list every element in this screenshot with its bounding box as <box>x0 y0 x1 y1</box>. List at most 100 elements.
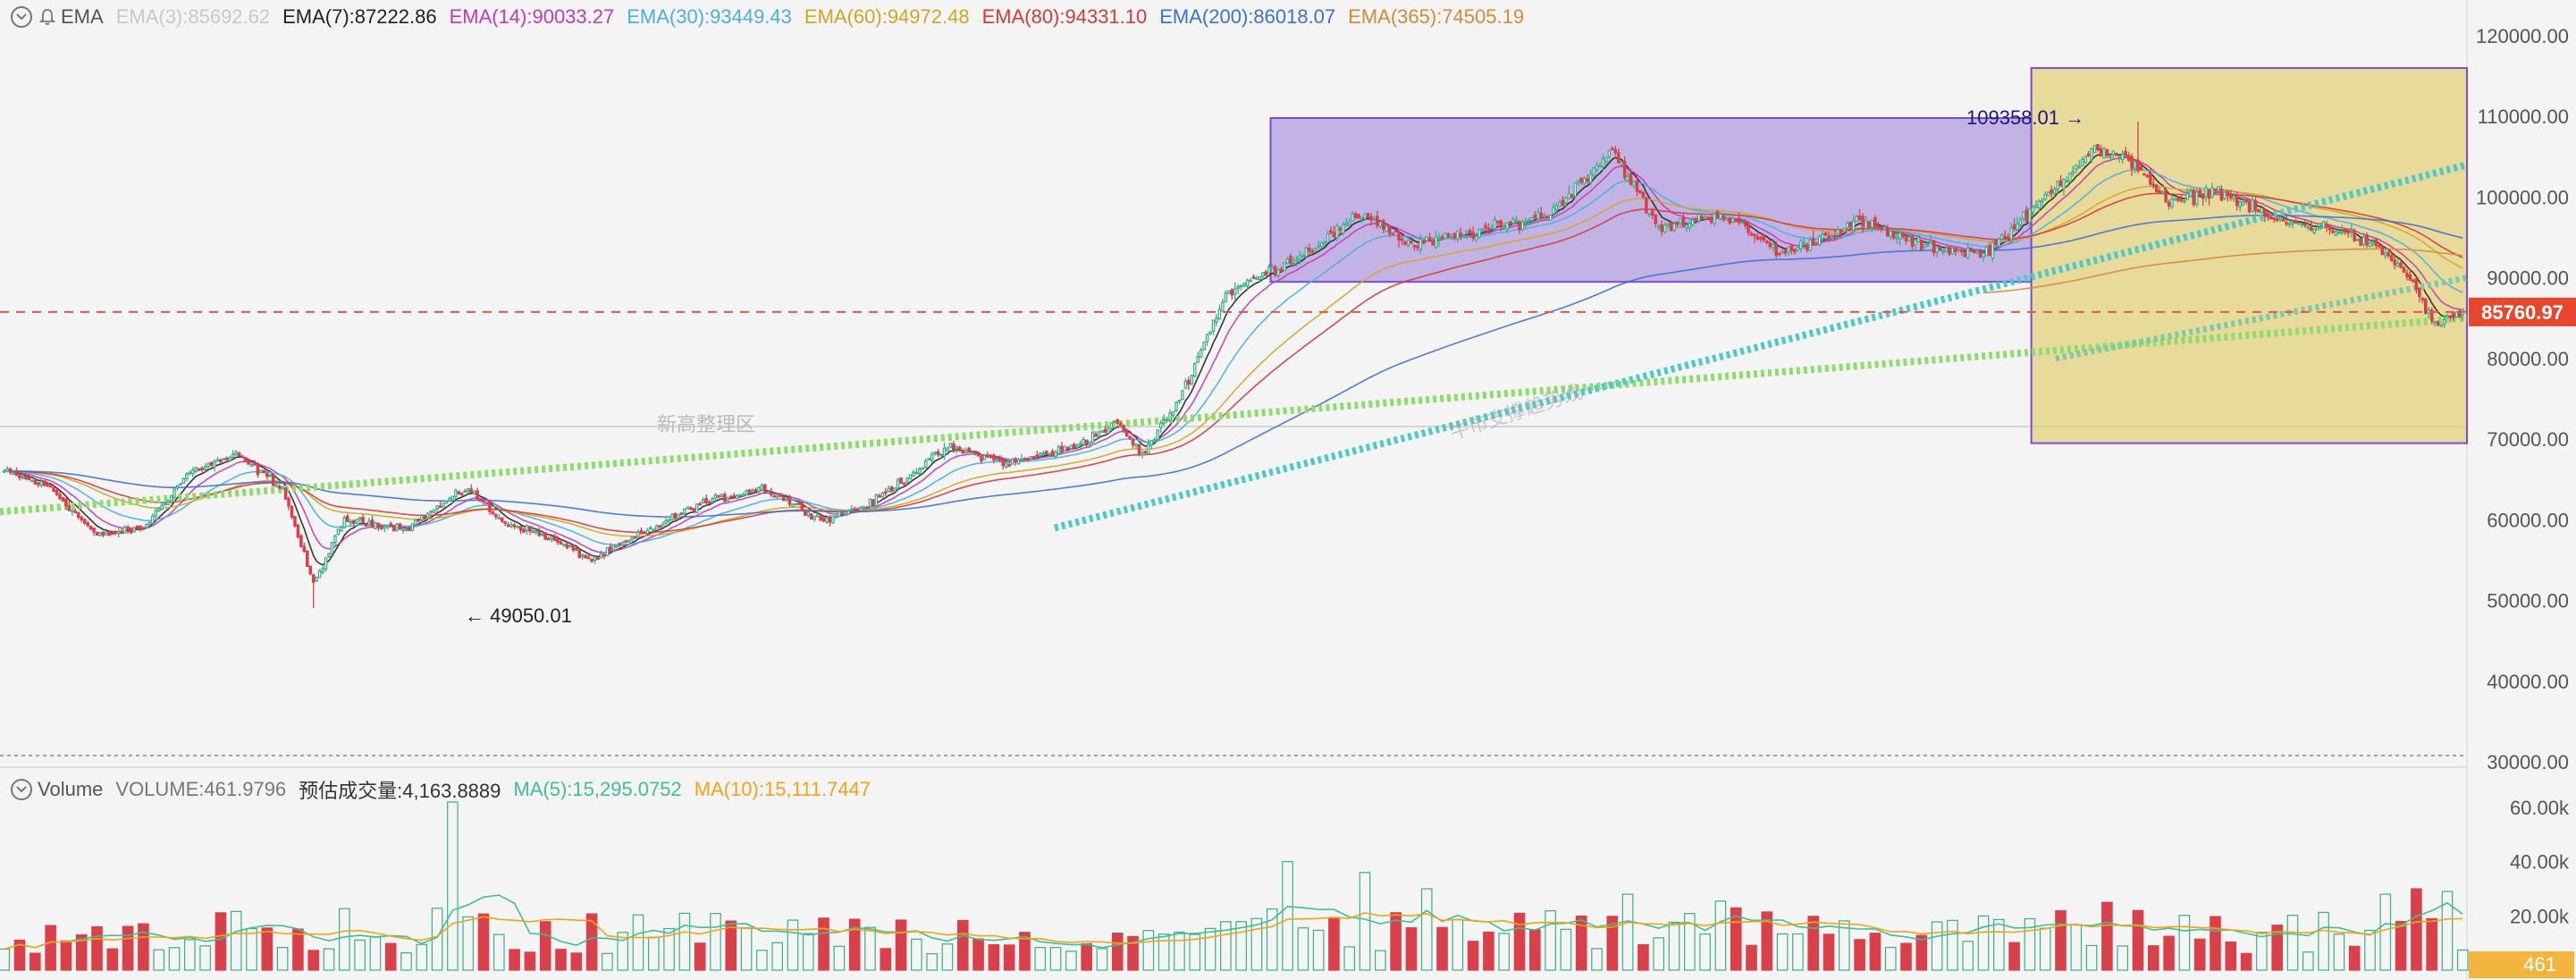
candle-body[interactable] <box>1233 288 1237 295</box>
candle-body[interactable] <box>1326 233 1330 243</box>
volume-indicator-name[interactable]: Volume <box>38 778 104 800</box>
candle-body[interactable] <box>2109 156 2112 158</box>
candle-body[interactable] <box>812 516 816 520</box>
candle-body[interactable] <box>1056 446 1061 455</box>
projection-zone-box[interactable] <box>2030 67 2469 444</box>
candle-body[interactable] <box>2022 211 2025 219</box>
candle-body[interactable] <box>821 517 826 522</box>
candle-body[interactable] <box>605 546 610 557</box>
candle-body[interactable] <box>1264 271 1268 275</box>
candle-body[interactable] <box>2315 226 2319 231</box>
candle-body[interactable] <box>203 466 207 470</box>
candle-body[interactable] <box>105 531 108 536</box>
candle-body[interactable] <box>460 493 464 496</box>
candle-body[interactable] <box>1239 284 1243 288</box>
candle-body[interactable] <box>1205 334 1209 342</box>
candle-body[interactable] <box>163 503 167 506</box>
candle-body[interactable] <box>1032 456 1036 459</box>
candle-body[interactable] <box>1988 244 1991 257</box>
candle-body[interactable] <box>649 527 652 530</box>
candle-body[interactable] <box>1999 234 2004 240</box>
candle-body[interactable] <box>2368 242 2372 248</box>
candle-body[interactable] <box>1400 238 1404 241</box>
candle-body[interactable] <box>2062 179 2066 190</box>
candle-body[interactable] <box>1313 248 1317 252</box>
candle-body[interactable] <box>48 485 53 488</box>
trendline-green-long[interactable] <box>0 314 2468 516</box>
candle-body[interactable] <box>2402 266 2406 274</box>
candle-body[interactable] <box>391 524 396 532</box>
candle-body[interactable] <box>2272 217 2276 220</box>
candle-body[interactable] <box>1728 217 1732 224</box>
candle-body[interactable] <box>806 511 811 516</box>
candle-body[interactable] <box>2285 222 2288 225</box>
candle-body[interactable] <box>1861 215 1865 227</box>
candle-body[interactable] <box>1141 452 1144 456</box>
candle-body[interactable] <box>8 468 13 473</box>
candle-body[interactable] <box>905 477 909 484</box>
candle-body[interactable] <box>1638 190 1642 194</box>
candle-body[interactable] <box>1097 431 1101 437</box>
volume-bar[interactable] <box>416 943 428 971</box>
candle-body[interactable] <box>2412 279 2415 283</box>
candle-body[interactable] <box>120 530 123 535</box>
candle-body[interactable] <box>2266 213 2270 217</box>
candle-body[interactable] <box>2251 199 2254 212</box>
candle-body[interactable] <box>1901 232 1905 238</box>
candle-body[interactable] <box>1975 249 1979 253</box>
volume-bar[interactable] <box>1513 912 1526 971</box>
candle-body[interactable] <box>1799 240 1803 249</box>
volume-bar[interactable] <box>524 951 536 971</box>
candle-body[interactable] <box>2291 222 2294 224</box>
candle-body[interactable] <box>2399 262 2403 268</box>
candle-body[interactable] <box>1873 217 1877 227</box>
candle-body[interactable] <box>2454 311 2459 318</box>
candle-body[interactable] <box>2018 219 2023 225</box>
candle-body[interactable] <box>2223 191 2227 199</box>
candle-body[interactable] <box>1397 231 1401 241</box>
candle-body[interactable] <box>2346 231 2351 233</box>
candle-body[interactable] <box>893 487 897 492</box>
candle-body[interactable] <box>401 528 405 531</box>
volume-bar[interactable] <box>1869 933 1881 971</box>
candle-body[interactable] <box>874 494 879 507</box>
candle-body[interactable] <box>1165 418 1169 422</box>
candle-body[interactable] <box>265 472 269 477</box>
candle-body[interactable] <box>745 490 748 495</box>
volume-bar[interactable] <box>1266 908 1278 971</box>
candle-body[interactable] <box>1387 226 1392 234</box>
candle-body[interactable] <box>395 523 399 531</box>
candle-body[interactable] <box>1719 213 1722 220</box>
candle-body[interactable] <box>618 543 622 546</box>
candle-body[interactable] <box>249 463 254 467</box>
candle-body[interactable] <box>1158 422 1163 429</box>
candle-body[interactable] <box>1771 243 1775 249</box>
volume-bar[interactable] <box>1776 933 1789 971</box>
volume-bar[interactable] <box>2379 893 2392 971</box>
volume-bar[interactable] <box>555 949 567 971</box>
candle-body[interactable] <box>306 550 309 568</box>
candle-body[interactable] <box>1713 213 1716 224</box>
candle-body[interactable] <box>825 517 829 523</box>
candle-body[interactable] <box>809 513 813 520</box>
candle-body[interactable] <box>2439 324 2443 327</box>
candle-body[interactable] <box>494 514 498 518</box>
candle-body[interactable] <box>630 536 634 541</box>
candle-body[interactable] <box>654 525 659 531</box>
candle-body[interactable] <box>2217 186 2220 191</box>
candle-body[interactable] <box>2442 318 2446 325</box>
candle-body[interactable] <box>559 541 563 545</box>
candle-body[interactable] <box>1149 440 1154 446</box>
candle-body[interactable] <box>2102 148 2106 159</box>
volume-bar[interactable] <box>2318 911 2329 971</box>
candle-body[interactable] <box>1620 161 1623 165</box>
candle-body[interactable] <box>1839 230 1843 234</box>
candle-body[interactable] <box>1997 238 2001 247</box>
volume-bar[interactable] <box>1420 888 1433 971</box>
candle-body[interactable] <box>2117 156 2122 159</box>
candle-body[interactable] <box>2340 231 2344 234</box>
candle-body[interactable] <box>135 526 139 528</box>
candle-body[interactable] <box>1304 247 1309 258</box>
candle-body[interactable] <box>1156 429 1160 441</box>
candle-body[interactable] <box>1833 234 1837 239</box>
